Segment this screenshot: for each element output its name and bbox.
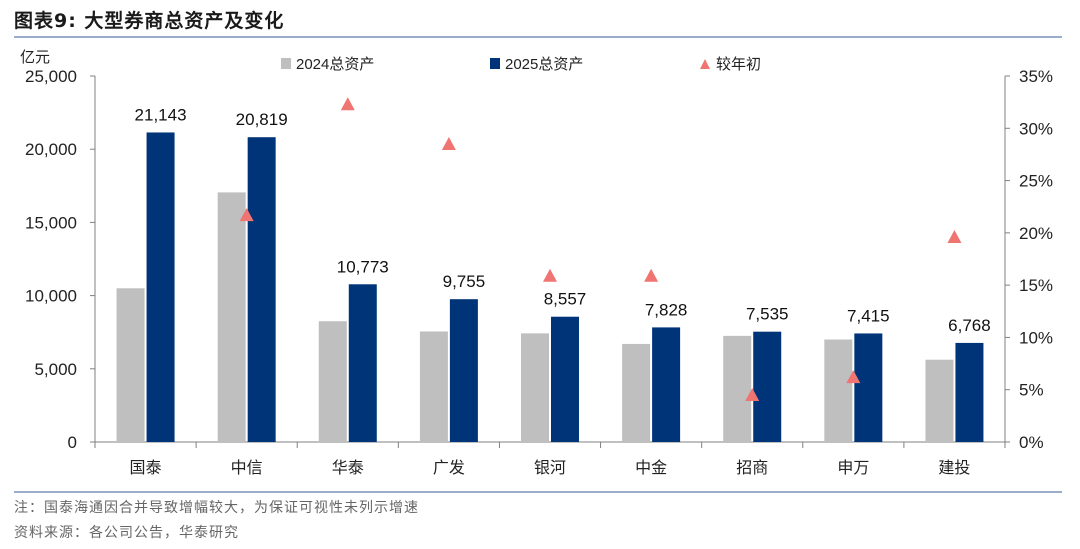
data-label: 8,557 [544,290,587,309]
bar-2024-6 [622,343,651,442]
legend-marker-pct [700,59,710,69]
category-label: 广发 [433,459,465,477]
data-label: 10,773 [337,257,389,276]
source-note: 资料来源：各公司公告，华泰研究 [14,525,239,541]
left-axis-tick-label: 25,000 [25,67,77,86]
pct-change-marker [441,136,456,150]
category-label: 中信 [231,459,263,477]
right-axis-tick-label: 25% [1019,172,1053,191]
figure-title: 图表9: 大型券商总资产及变化 [14,10,285,32]
data-label: 7,828 [645,300,688,319]
data-label: 7,535 [746,305,789,324]
bar-2025-7 [753,331,782,442]
bar-2025-8 [854,333,883,442]
bar-2024-4 [419,331,448,442]
bar-2025-3 [348,284,377,442]
category-label: 国泰 [130,459,162,477]
legend-label-2025: 2025总资产 [505,56,583,73]
bar-2024-2 [217,192,246,442]
category-label: 建投 [938,459,970,477]
bar-2025-1 [146,132,175,442]
right-axis-tick-label: 20% [1019,224,1053,243]
left-axis-tick-label: 15,000 [25,213,77,232]
footnote: 注：国泰海通因合并导致增幅较大，为保证可视性未列示增速 [14,500,419,516]
bar-2025-5 [551,316,579,442]
title-rule [14,36,1062,38]
pct-change-marker [239,208,254,222]
left-axis-tick-label: 10,000 [25,287,77,306]
y-axis-unit-label: 亿元 [20,48,51,66]
data-label: 20,819 [236,110,288,129]
pct-change-marker [543,268,557,282]
pct-change-marker [745,387,760,401]
right-axis-tick-label: 5% [1019,381,1044,400]
bar-2025-4 [449,299,478,442]
bar-2024-5 [521,333,549,442]
pct-change-marker [340,97,355,111]
legend-swatch-2025 [490,58,500,69]
category-label: 银河 [534,459,566,477]
legend-label-2024: 2024总资产 [296,56,374,73]
pct-change-marker [947,230,962,244]
bar-2024-7 [723,335,752,442]
legend-label-pct: 较年初 [716,55,761,73]
category-label: 申万 [837,459,869,477]
right-axis-tick-label: 10% [1019,328,1053,347]
category-label: 华泰 [332,459,364,477]
right-axis-tick-label: 35% [1019,67,1053,86]
category-label: 招商 [736,459,768,477]
right-axis-tick-label: 30% [1019,119,1053,138]
bar-2025-9 [955,342,984,442]
left-axis-tick-label: 5,000 [34,360,77,379]
bar-2024-9 [925,359,954,442]
legend-swatch-2024 [281,58,291,69]
data-label: 21,143 [135,105,187,124]
bar-2024-3 [318,321,347,442]
bar-2025-6 [652,327,681,442]
footer-rule [14,491,1062,493]
bar-2025-2 [247,137,276,442]
bar-2024-1 [116,288,145,442]
left-axis-tick-label: 0 [68,433,77,452]
bar-2024-8 [824,339,853,442]
right-axis-tick-label: 0% [1019,433,1044,452]
data-label: 9,755 [443,272,486,291]
pct-change-marker [846,370,861,384]
right-axis-tick-label: 15% [1019,276,1053,295]
data-label: 6,768 [948,316,991,335]
left-axis-tick-label: 20,000 [25,140,77,159]
pct-change-marker [644,268,659,282]
data-label: 7,415 [847,306,890,325]
category-label: 中金 [635,459,667,477]
